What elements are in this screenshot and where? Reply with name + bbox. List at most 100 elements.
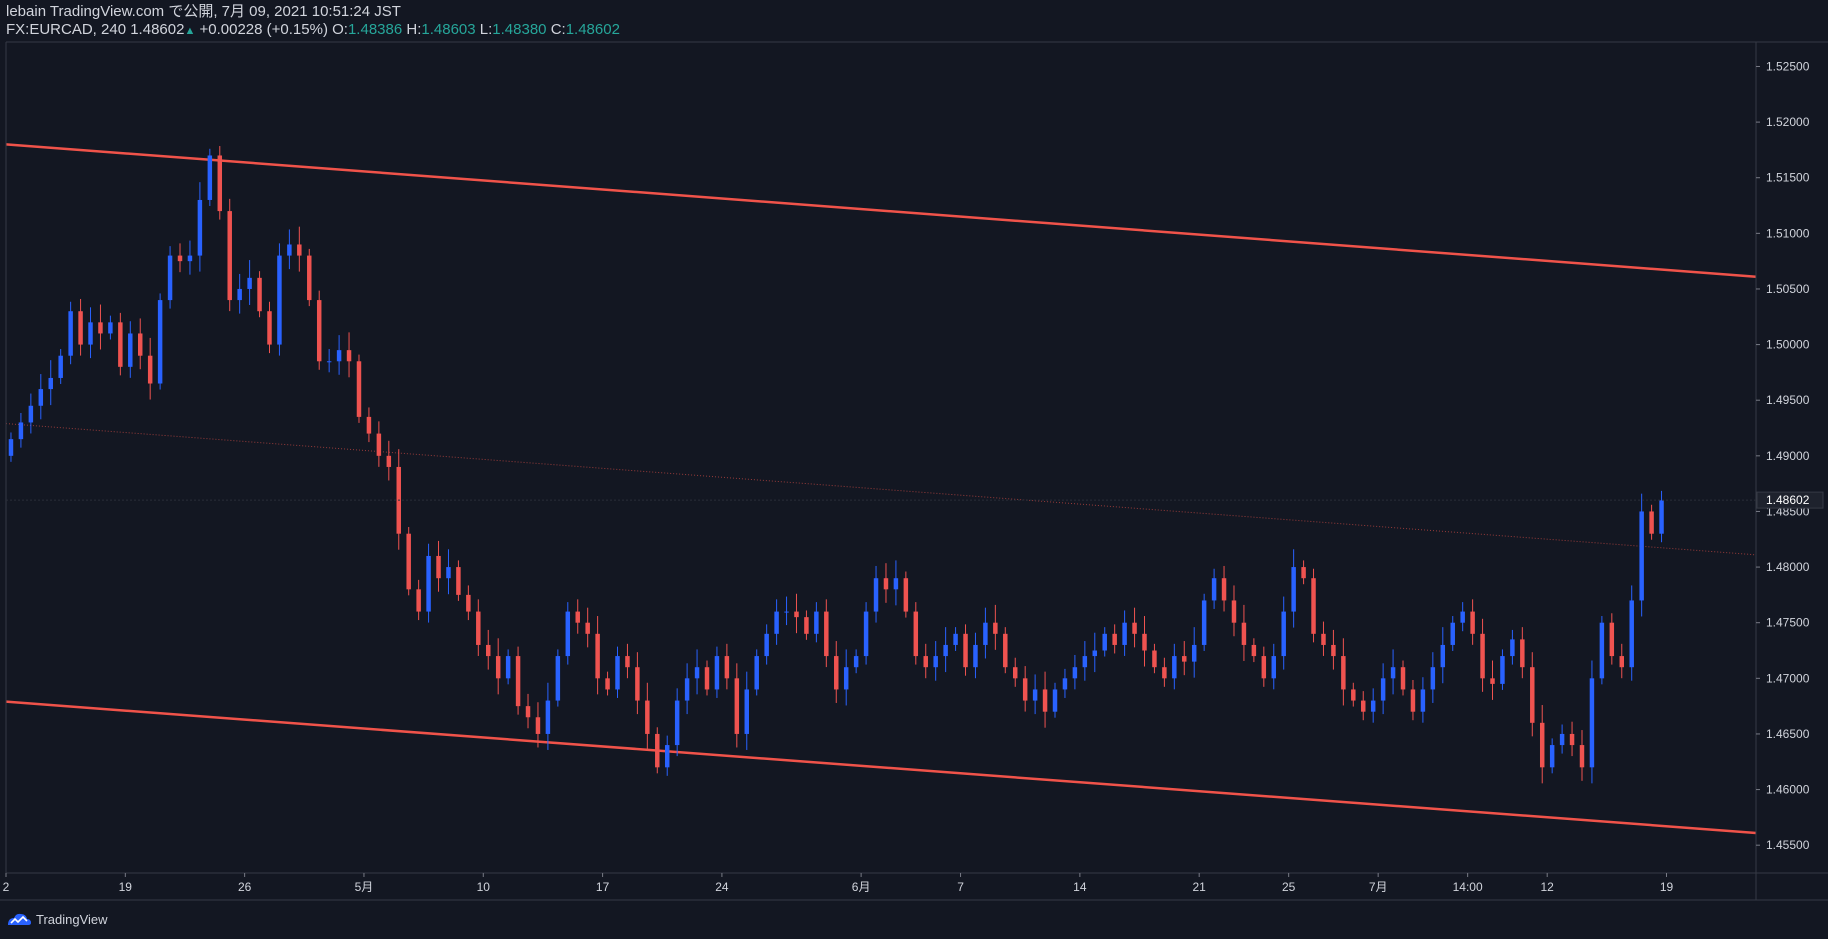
candle <box>1440 627 1446 684</box>
candle-body <box>784 611 789 613</box>
candle-body <box>247 277 252 289</box>
candle <box>28 393 34 434</box>
candle <box>923 643 928 679</box>
candle-body <box>515 656 521 707</box>
time-axis[interactable]: 2 19 26 5月 10 17 24 6月 7 14 21 25 7月 14:00 12 19 <box>3 873 1674 894</box>
y-tick-label: 1.49500 <box>1766 393 1810 407</box>
x-tick-label: 5月 <box>355 880 374 894</box>
candle <box>1619 643 1625 679</box>
candle-body <box>406 533 411 590</box>
candle <box>1361 691 1366 721</box>
candle <box>1142 616 1147 667</box>
candle <box>1649 504 1654 540</box>
candle-body <box>1221 578 1227 601</box>
candle <box>1430 652 1436 703</box>
candle-body <box>495 656 501 679</box>
candle <box>1052 682 1058 718</box>
candle <box>764 624 769 665</box>
candle-body <box>446 567 451 579</box>
symbol-legend[interactable]: FX:EURCAD, 240 1.48602▲ +0.00228 (+0.15%… <box>6 21 620 40</box>
last-price-badge <box>1756 491 1824 509</box>
candle-body <box>157 300 163 384</box>
candle <box>1022 666 1028 712</box>
candle <box>1241 604 1247 661</box>
candle-body <box>1291 567 1296 612</box>
candle <box>108 315 113 340</box>
candle-body <box>1659 500 1664 534</box>
x-tick-label: 6月 <box>852 880 871 894</box>
candle <box>615 646 620 698</box>
candle <box>1102 627 1107 657</box>
candle <box>1191 627 1197 678</box>
candle <box>595 616 600 695</box>
candle-body <box>1440 644 1446 668</box>
candle-body <box>187 255 193 262</box>
candle <box>227 198 232 312</box>
candle-body <box>1390 667 1396 679</box>
candle-body <box>68 311 73 356</box>
candle <box>674 688 680 757</box>
candle <box>724 643 730 690</box>
candle-body <box>1082 656 1088 668</box>
candle <box>834 641 839 703</box>
candle-body <box>1549 745 1555 768</box>
candle-body <box>1052 689 1058 712</box>
candle-body <box>1500 656 1505 684</box>
candle <box>1062 668 1068 698</box>
candle-body <box>605 678 610 690</box>
candle <box>973 632 978 679</box>
candle-body <box>804 617 809 634</box>
up-arrow-icon: ▲ <box>184 25 196 37</box>
candle-body <box>18 422 24 440</box>
y-tick-label: 1.45500 <box>1766 838 1810 852</box>
candle-body <box>1162 667 1167 679</box>
candle-body <box>336 350 342 362</box>
candle <box>486 629 491 670</box>
candle <box>187 240 193 275</box>
candle-body <box>1510 639 1515 657</box>
candle-body <box>684 678 690 701</box>
candle <box>694 649 700 695</box>
candle-body <box>645 700 650 734</box>
candle-body <box>863 611 869 657</box>
x-tick-label: 10 <box>477 880 491 894</box>
candle <box>1510 629 1515 665</box>
candle-body <box>1281 611 1286 657</box>
candle <box>1599 616 1605 685</box>
candle-body <box>98 322 103 334</box>
candle-body <box>973 644 978 668</box>
candle-body <box>436 555 441 579</box>
candle-body <box>943 644 948 657</box>
candle-body <box>376 433 382 456</box>
candle-body <box>227 211 232 301</box>
candle <box>1609 613 1615 665</box>
candle-body <box>1400 667 1406 690</box>
candle-body <box>476 611 481 645</box>
candle-body <box>1629 600 1634 668</box>
candle <box>814 602 819 643</box>
y-tick-label: 1.49000 <box>1766 449 1810 463</box>
candle-body <box>983 622 988 645</box>
candle-body <box>1201 600 1207 645</box>
candle <box>217 146 223 220</box>
candle <box>1291 549 1296 628</box>
candle-body <box>1142 633 1147 651</box>
candle-body <box>78 311 83 345</box>
candle <box>207 148 213 206</box>
candle <box>287 229 292 270</box>
x-tick-label: 14 <box>1073 880 1087 894</box>
candle-body <box>1092 650 1098 657</box>
price-axis[interactable]: 1.45500 1.46000 1.46500 1.47000 1.47500 1.480… <box>1756 59 1810 852</box>
candle <box>1569 721 1575 757</box>
candle <box>1450 616 1455 651</box>
candle <box>307 248 312 307</box>
footer-brand[interactable]: TradingView <box>6 911 108 927</box>
symbol-label[interactable]: FX:EURCAD, 240 <box>6 21 127 38</box>
open-label: O: <box>332 21 348 38</box>
candle-body <box>466 594 471 612</box>
candle <box>1331 629 1336 670</box>
candle-body <box>565 611 571 657</box>
candle <box>585 607 590 648</box>
candle-body <box>237 288 242 301</box>
